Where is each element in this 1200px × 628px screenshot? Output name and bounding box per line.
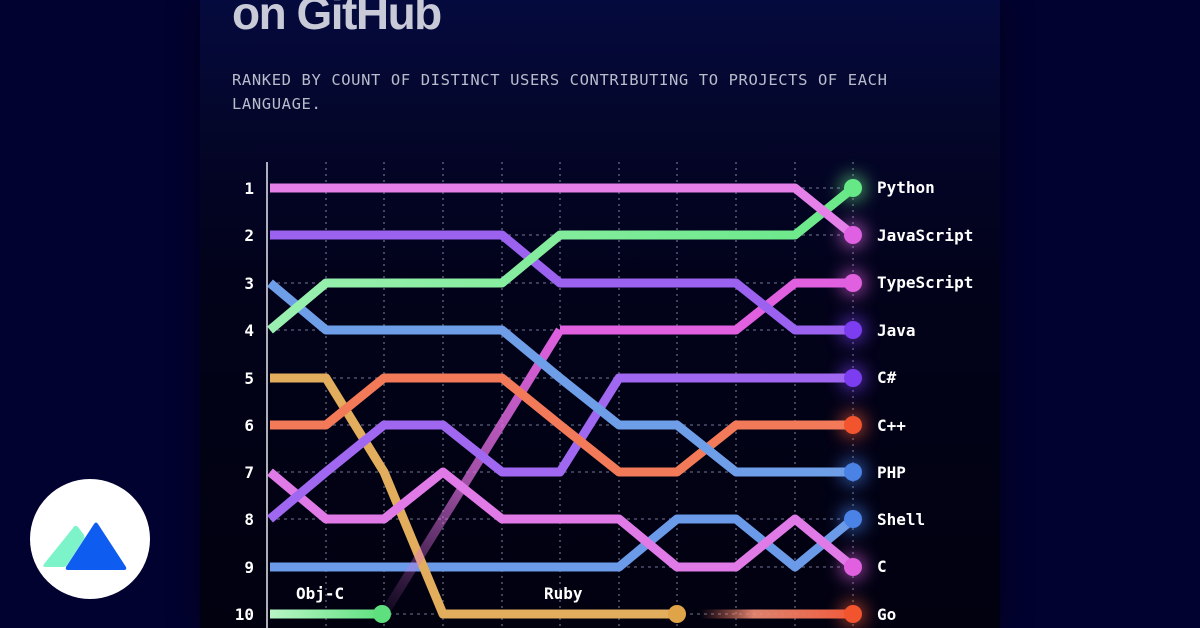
brand-logo [30,479,150,599]
language-labels: Python JavaScript TypeScript Java C# C++… [877,178,973,624]
end-dots [373,179,862,623]
dot-typescript [844,274,862,292]
chart-subtitle: RANKED BY COUNT OF DISTINCT USERS CONTRI… [232,71,888,113]
rank-label: 5 [244,369,254,388]
series-cpp [270,373,853,477]
rank-label: 1 [244,179,254,198]
dot-javascript [844,226,862,244]
label-php: PHP [877,463,906,482]
label-go: Go [877,605,896,624]
dot-shell [844,510,862,528]
rank-label: 7 [244,463,254,482]
series-php [267,279,853,477]
rank-label: 10 [235,605,254,624]
dot-c [844,558,862,576]
series-typescript [380,327,564,617]
rank-label: 9 [244,558,254,577]
series-c [267,467,856,572]
series-csharp [267,373,853,523]
rank-label: 4 [244,321,254,340]
label-javascript: JavaScript [877,226,973,245]
label-ruby: Ruby [544,584,583,603]
label-c: C [877,557,887,576]
rank-label: 2 [244,226,254,245]
label-csharp: C# [877,368,897,387]
page-title: on GitHub [232,0,442,39]
dot-php [844,463,862,481]
dot-java [844,321,862,339]
rank-labels: 1 2 3 4 5 6 7 8 9 10 [235,179,254,624]
dot-python [844,179,862,197]
mountain-logo-icon [43,522,127,570]
series-shell [270,514,856,572]
dot-objc [373,605,391,623]
series-ruby [270,373,677,619]
label-shell: Shell [877,510,925,529]
series-python [267,184,856,334]
rank-label: 6 [244,416,254,435]
dot-ruby [668,605,686,623]
label-java: Java [877,321,916,340]
dot-cpp [844,416,862,434]
label-typescript: TypeScript [877,273,973,292]
series-javascript [270,183,856,239]
rank-label: 8 [244,510,254,529]
dot-csharp [844,369,862,387]
rank-label: 3 [244,274,254,293]
series-typescript-tail [560,278,853,335]
dot-go [844,605,862,623]
label-objc: Obj-C [296,584,344,603]
label-python: Python [877,178,935,197]
label-cpp: C++ [877,416,906,435]
series-java [270,230,853,335]
